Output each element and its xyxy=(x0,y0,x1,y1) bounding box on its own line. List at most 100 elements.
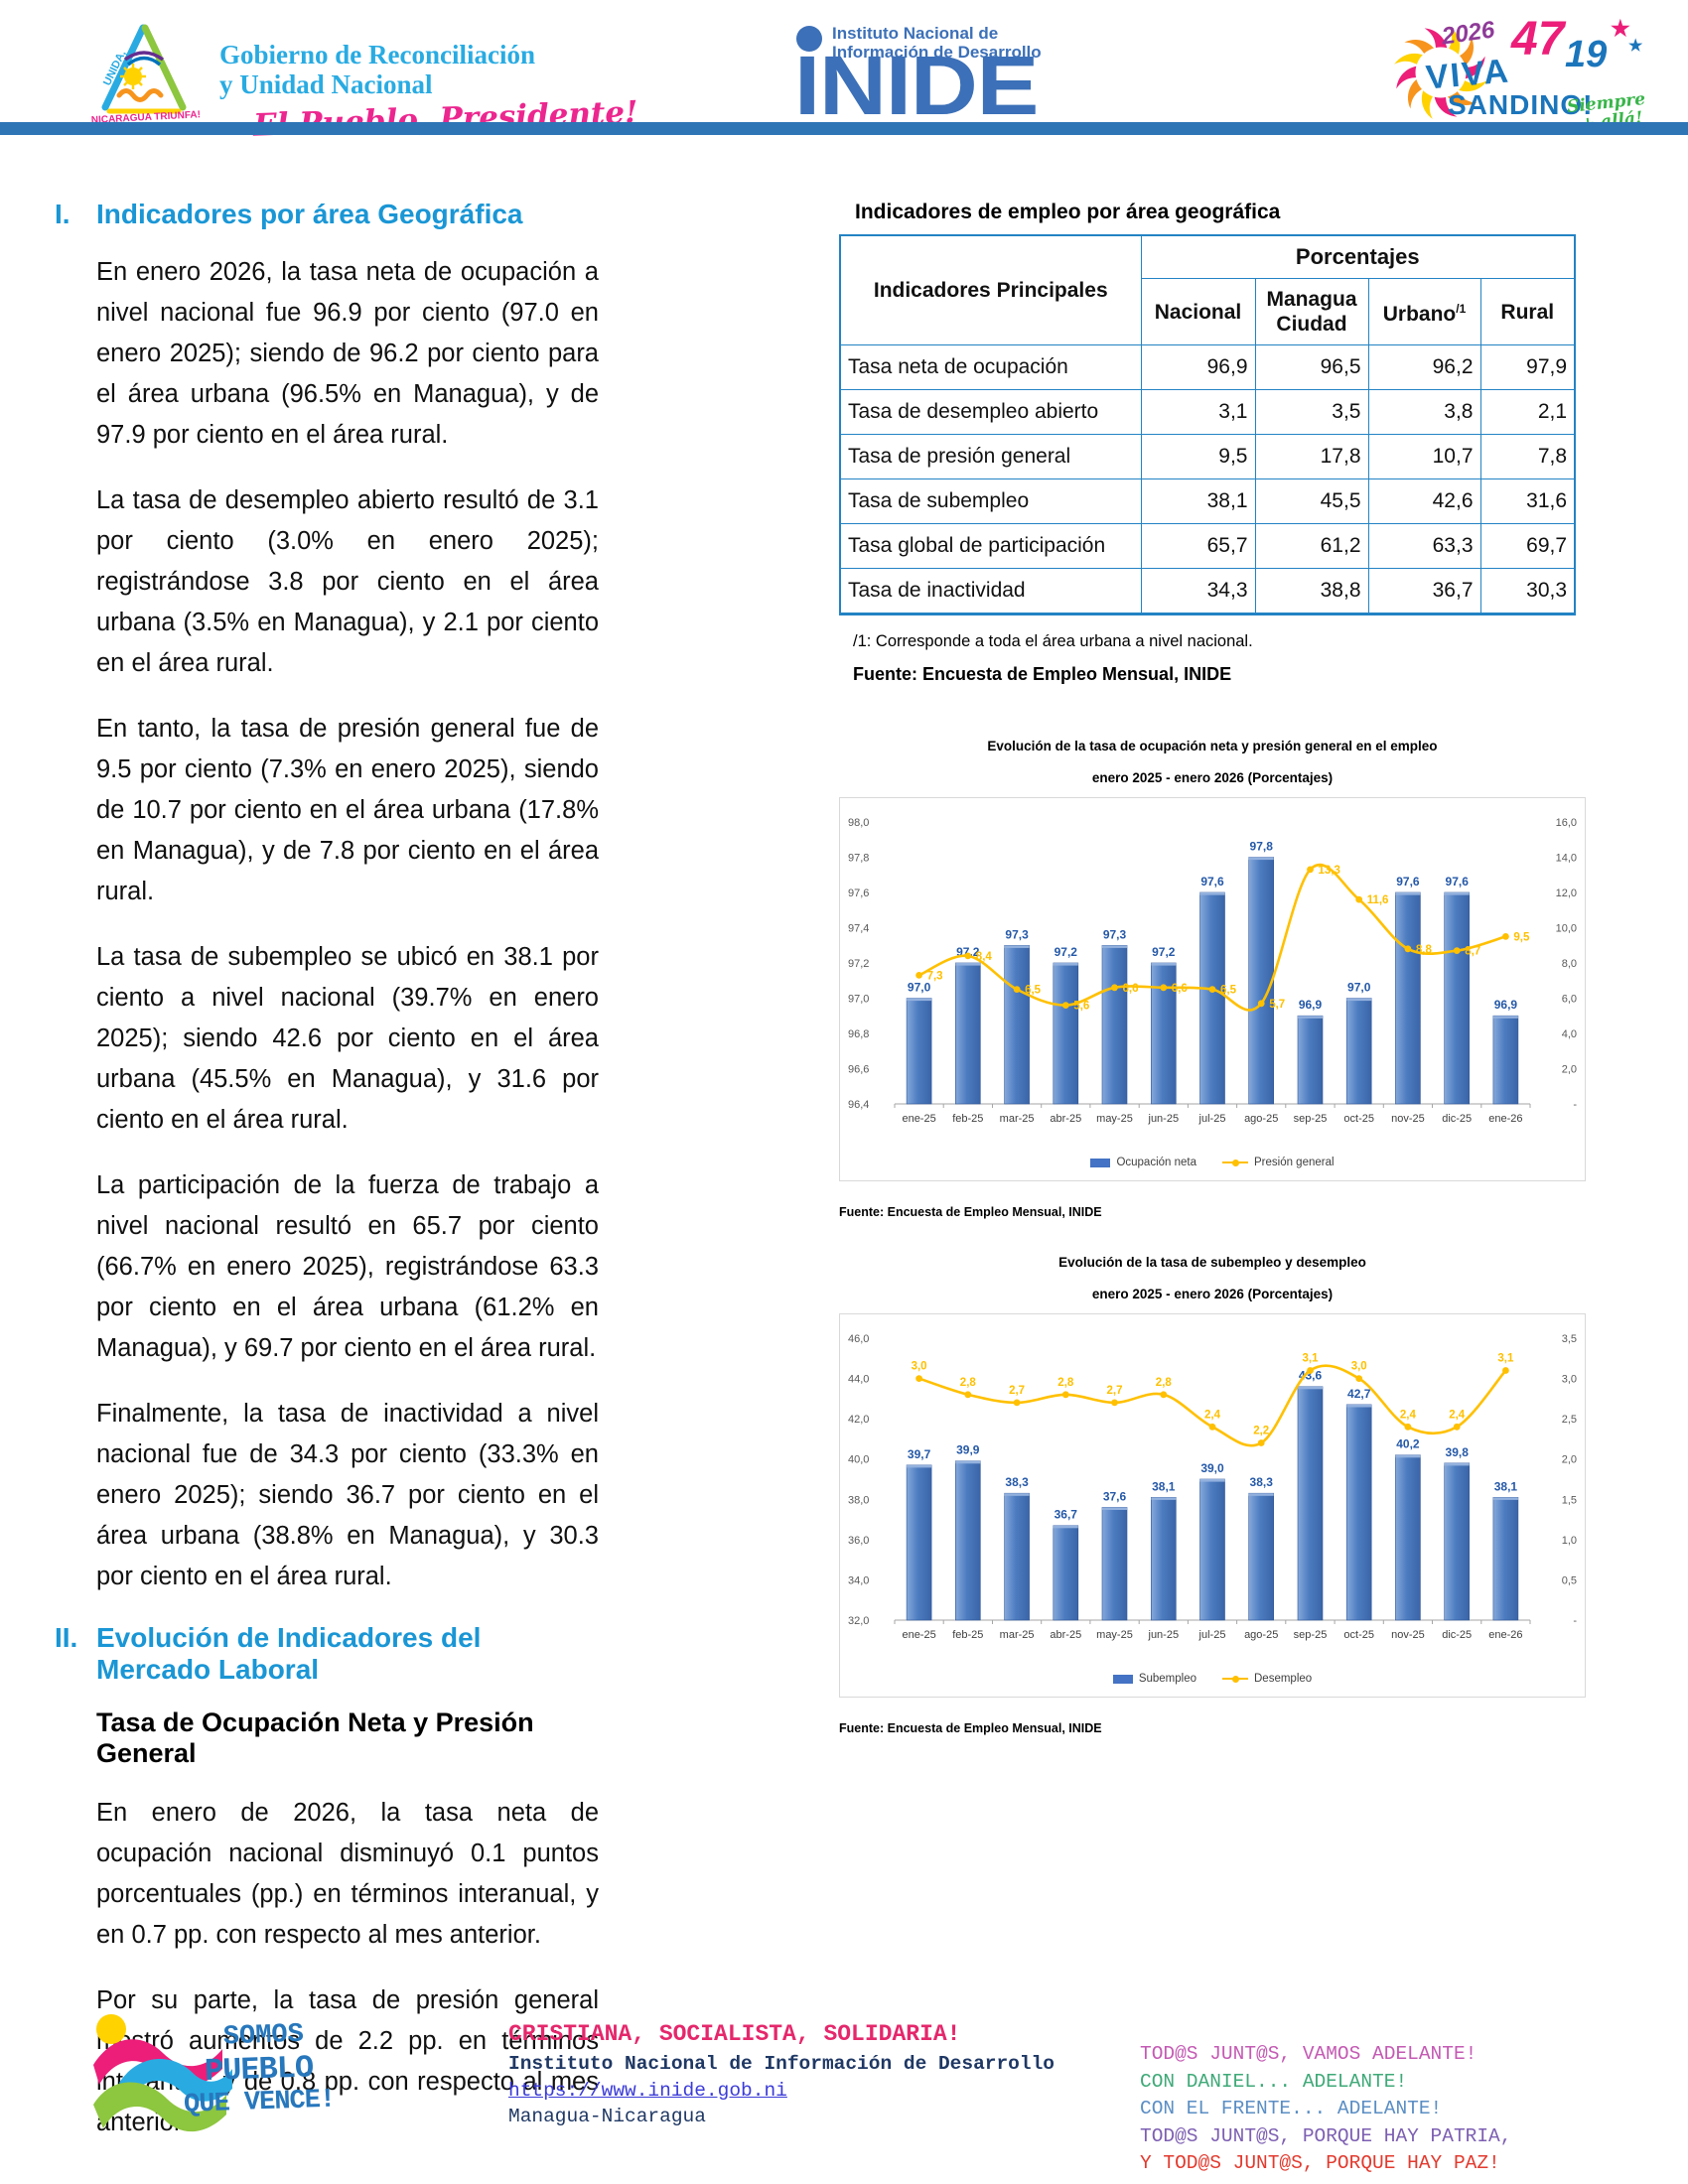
bar-label: 40,2 xyxy=(1396,1437,1420,1451)
line-label: 13,3 xyxy=(1319,865,1340,877)
line-series xyxy=(918,1364,1507,1447)
right-axis-tick: 12,0 xyxy=(1556,887,1577,899)
subemployment-unemployment-chart: 32,0 34,0 36,0 38,0 40,0 42,0 44,0 46,0 - 0,5 1,0 1… xyxy=(848,1333,1577,1641)
line-label: 7,3 xyxy=(927,970,943,982)
viva-sandino-logo: 2026 47 19 ★ ★ VIVA SANDINO! Siempre + a… xyxy=(1386,13,1664,134)
indicator-value: 31,6 xyxy=(1479,478,1576,524)
bar-label: 42,7 xyxy=(1347,1387,1371,1401)
bar-top-bevel xyxy=(1395,892,1421,895)
section1-paragraphs: En enero 2026, la tasa neta de ocupación… xyxy=(55,252,599,1597)
section1-heading: I. Indicadores por área Geográfica xyxy=(55,199,599,230)
bar xyxy=(1297,1015,1324,1105)
x-axis-label: may-25 xyxy=(1096,1113,1133,1125)
legend-bar-swatch-icon xyxy=(1112,1674,1133,1684)
sandino-47: 47 xyxy=(1511,13,1565,66)
bar-top-bevel xyxy=(1346,1404,1372,1408)
chart2-source: Fuente: Encuesta de Empleo Mensual, INID… xyxy=(839,1721,1102,1735)
table-row: Tasa de inactividad 34,3 38,8 36,7 30,3 xyxy=(839,568,1576,614)
inide-logo-smalltext: Instituto Nacional de Información de Des… xyxy=(832,24,1042,62)
right-axis-tick: 1,5 xyxy=(1562,1494,1577,1506)
somos-pueblo-waves-icon xyxy=(93,2014,232,2132)
left-axis-tick: 40,0 xyxy=(848,1454,869,1466)
right-axis-tick: 2,0 xyxy=(1562,1454,1577,1466)
star-icon: ★ xyxy=(1628,38,1643,55)
legend-line-swatch-icon xyxy=(1222,1675,1248,1683)
indicator-value: 96,2 xyxy=(1367,344,1481,390)
x-axis-label: ene-26 xyxy=(1488,1113,1522,1125)
bar xyxy=(1004,1492,1030,1621)
bar-label: 39,8 xyxy=(1446,1445,1470,1459)
line-marker xyxy=(1013,1399,1021,1407)
bar-label: 96,9 xyxy=(1299,998,1323,1012)
line-label: 3,1 xyxy=(1497,1353,1514,1365)
inide-logo-dot-icon xyxy=(796,26,822,52)
line-marker xyxy=(1111,1399,1118,1407)
right-axis-tick: 3,5 xyxy=(1562,1333,1577,1345)
left-text-column: I. Indicadores por área Geográfica En en… xyxy=(55,199,599,2168)
bar-label: 39,9 xyxy=(956,1443,980,1457)
gov-logo-text: Gobierno de Reconciliación y Unidad Naci… xyxy=(219,22,638,144)
indicator-value: 97,9 xyxy=(1479,344,1576,390)
indicator-value: 38,1 xyxy=(1140,478,1256,524)
table-col-header: Nacional xyxy=(1140,278,1256,345)
left-axis-tick: 96,6 xyxy=(848,1064,869,1076)
left-axis-tick: 97,6 xyxy=(848,887,869,899)
legend-label: Presión general xyxy=(1254,1157,1335,1168)
bar xyxy=(1492,1015,1519,1105)
sandino-19: 19 xyxy=(1565,34,1608,75)
line-marker xyxy=(1257,1439,1265,1446)
x-axis-label: sep-25 xyxy=(1294,1113,1328,1125)
x-axis-label: jun-25 xyxy=(1148,1629,1180,1641)
line-label: 9,5 xyxy=(1513,931,1530,943)
occupation-pressure-chart: 96,4 96,6 96,8 97,0 97,2 97,4 97,6 97,8 98,0 - 2,0… xyxy=(848,817,1577,1125)
right-axis-tick: 3,0 xyxy=(1562,1374,1577,1386)
line-label: 5,6 xyxy=(1073,1001,1089,1013)
bar xyxy=(1199,1478,1225,1621)
sandino-sunburst-icon xyxy=(1394,26,1487,119)
bar xyxy=(1395,1454,1421,1621)
line-marker xyxy=(1404,945,1412,953)
right-axis-tick: 8,0 xyxy=(1562,958,1577,970)
x-axis-label: ene-25 xyxy=(902,1629,935,1641)
indicator-value: 7,8 xyxy=(1479,434,1576,479)
table-row: Tasa global de participación 65,7 61,2 63,3… xyxy=(839,523,1576,569)
bar-label: 37,6 xyxy=(1103,1489,1127,1503)
line-label: 2,4 xyxy=(1400,1409,1417,1421)
x-axis-label: oct-25 xyxy=(1343,1113,1374,1125)
x-axis-label: may-25 xyxy=(1096,1629,1133,1641)
chart2-box: 32,0 34,0 36,0 38,0 40,0 42,0 44,0 46,0 - 0,5 1,0 1… xyxy=(839,1313,1586,1698)
line-label: 5,7 xyxy=(1269,999,1285,1011)
bar-top-bevel xyxy=(907,1464,932,1468)
indicator-value: 34,3 xyxy=(1140,568,1256,614)
bar-top-bevel xyxy=(1492,1016,1518,1019)
gov-logo: UNIDA, NICARAGUA TRIUNFA! Gobierno de Re… xyxy=(91,22,638,144)
line-marker xyxy=(1502,933,1509,940)
line-marker xyxy=(1355,1375,1363,1382)
table-group-header: Porcentajes xyxy=(1140,234,1576,279)
line-label: 3,1 xyxy=(1303,1353,1320,1365)
occupation-pressure-chart-block: Evolución de la tasa de ocupación neta y… xyxy=(839,739,1586,1219)
footer-slogan-line: TOD@S JUNT@S, VAMOS ADELANTE! xyxy=(1140,2043,1477,2065)
indicator-value: 63,3 xyxy=(1367,523,1481,569)
line-marker xyxy=(1013,986,1021,993)
line-label: 2,8 xyxy=(960,1377,977,1389)
indicator-value: 65,7 xyxy=(1140,523,1256,569)
line-label: 8,7 xyxy=(1465,946,1480,958)
line-marker xyxy=(1257,1000,1265,1008)
x-axis-label: oct-25 xyxy=(1343,1629,1374,1641)
bar-label: 38,1 xyxy=(1152,1479,1176,1493)
somos-pueblo-logo: SOMOS PUEBLO QUE VENCE! xyxy=(87,2007,425,2171)
line-marker xyxy=(1061,1391,1069,1399)
bar-top-bevel xyxy=(1102,945,1127,948)
x-axis-label: ene-26 xyxy=(1488,1629,1522,1641)
section2-number: II. xyxy=(55,1622,78,1653)
chart1-box: 96,4 96,6 96,8 97,0 97,2 97,4 97,6 97,8 98,0 - 2,0… xyxy=(839,797,1586,1181)
table-source: Fuente: Encuesta de Empleo Mensual, INID… xyxy=(853,664,1232,684)
inide-website-link[interactable]: https://www.inide.gob.ni xyxy=(508,2080,787,2102)
bar-top-bevel xyxy=(1444,892,1470,895)
indicator-label: Tasa neta de ocupación xyxy=(839,344,1142,390)
bar xyxy=(1101,1507,1128,1621)
inide-logo-line1: Instituto Nacional de xyxy=(832,24,999,43)
footer-slogan-line: TOD@S JUNT@S, PORQUE HAY PATRIA, xyxy=(1140,2124,1512,2147)
subemployment-unemployment-chart-block: Evolución de la tasa de subempleo y dese… xyxy=(839,1255,1586,1735)
